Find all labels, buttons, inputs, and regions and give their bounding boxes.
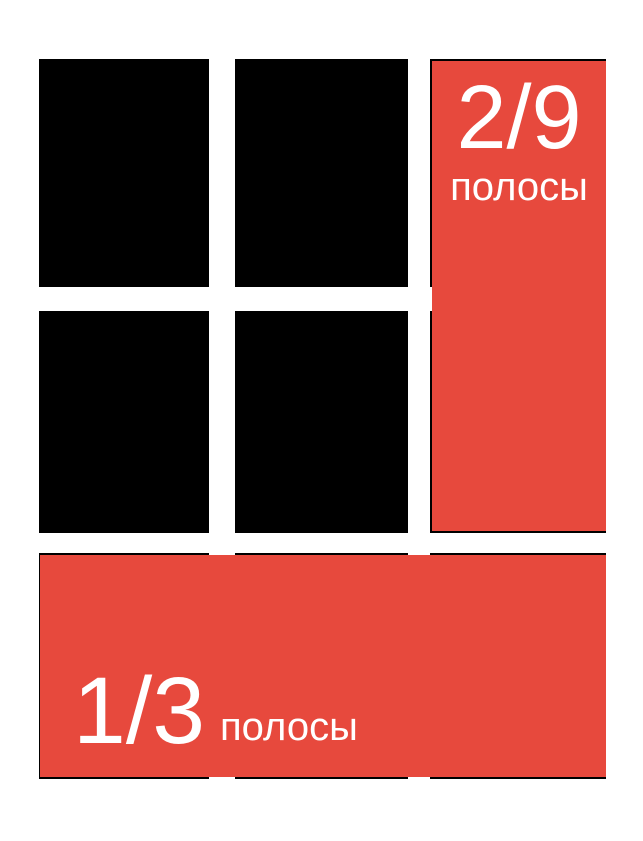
unit-label: полосы	[220, 705, 358, 749]
fraction-label: 2/9	[456, 68, 582, 168]
unit-label: полосы	[450, 165, 588, 209]
page-module-block	[39, 59, 209, 287]
fraction-label: 1/3	[73, 658, 206, 764]
page-module-block	[235, 59, 408, 287]
page-module-block	[235, 311, 408, 533]
ad-slot-vertical-2-9: 2/9 полосы	[432, 61, 606, 531]
page-module-block	[39, 311, 209, 533]
ad-slot-horizontal-1-3: 1/3 полосы	[40, 555, 606, 777]
